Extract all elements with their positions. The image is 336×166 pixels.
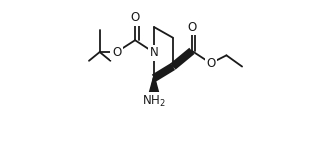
Text: O: O: [206, 57, 215, 70]
Text: O: O: [187, 21, 197, 34]
Polygon shape: [149, 78, 159, 94]
Text: NH$_2$: NH$_2$: [142, 94, 166, 109]
Text: N: N: [150, 46, 158, 59]
Text: O: O: [130, 11, 140, 24]
Polygon shape: [150, 78, 159, 101]
Text: O: O: [112, 45, 121, 59]
